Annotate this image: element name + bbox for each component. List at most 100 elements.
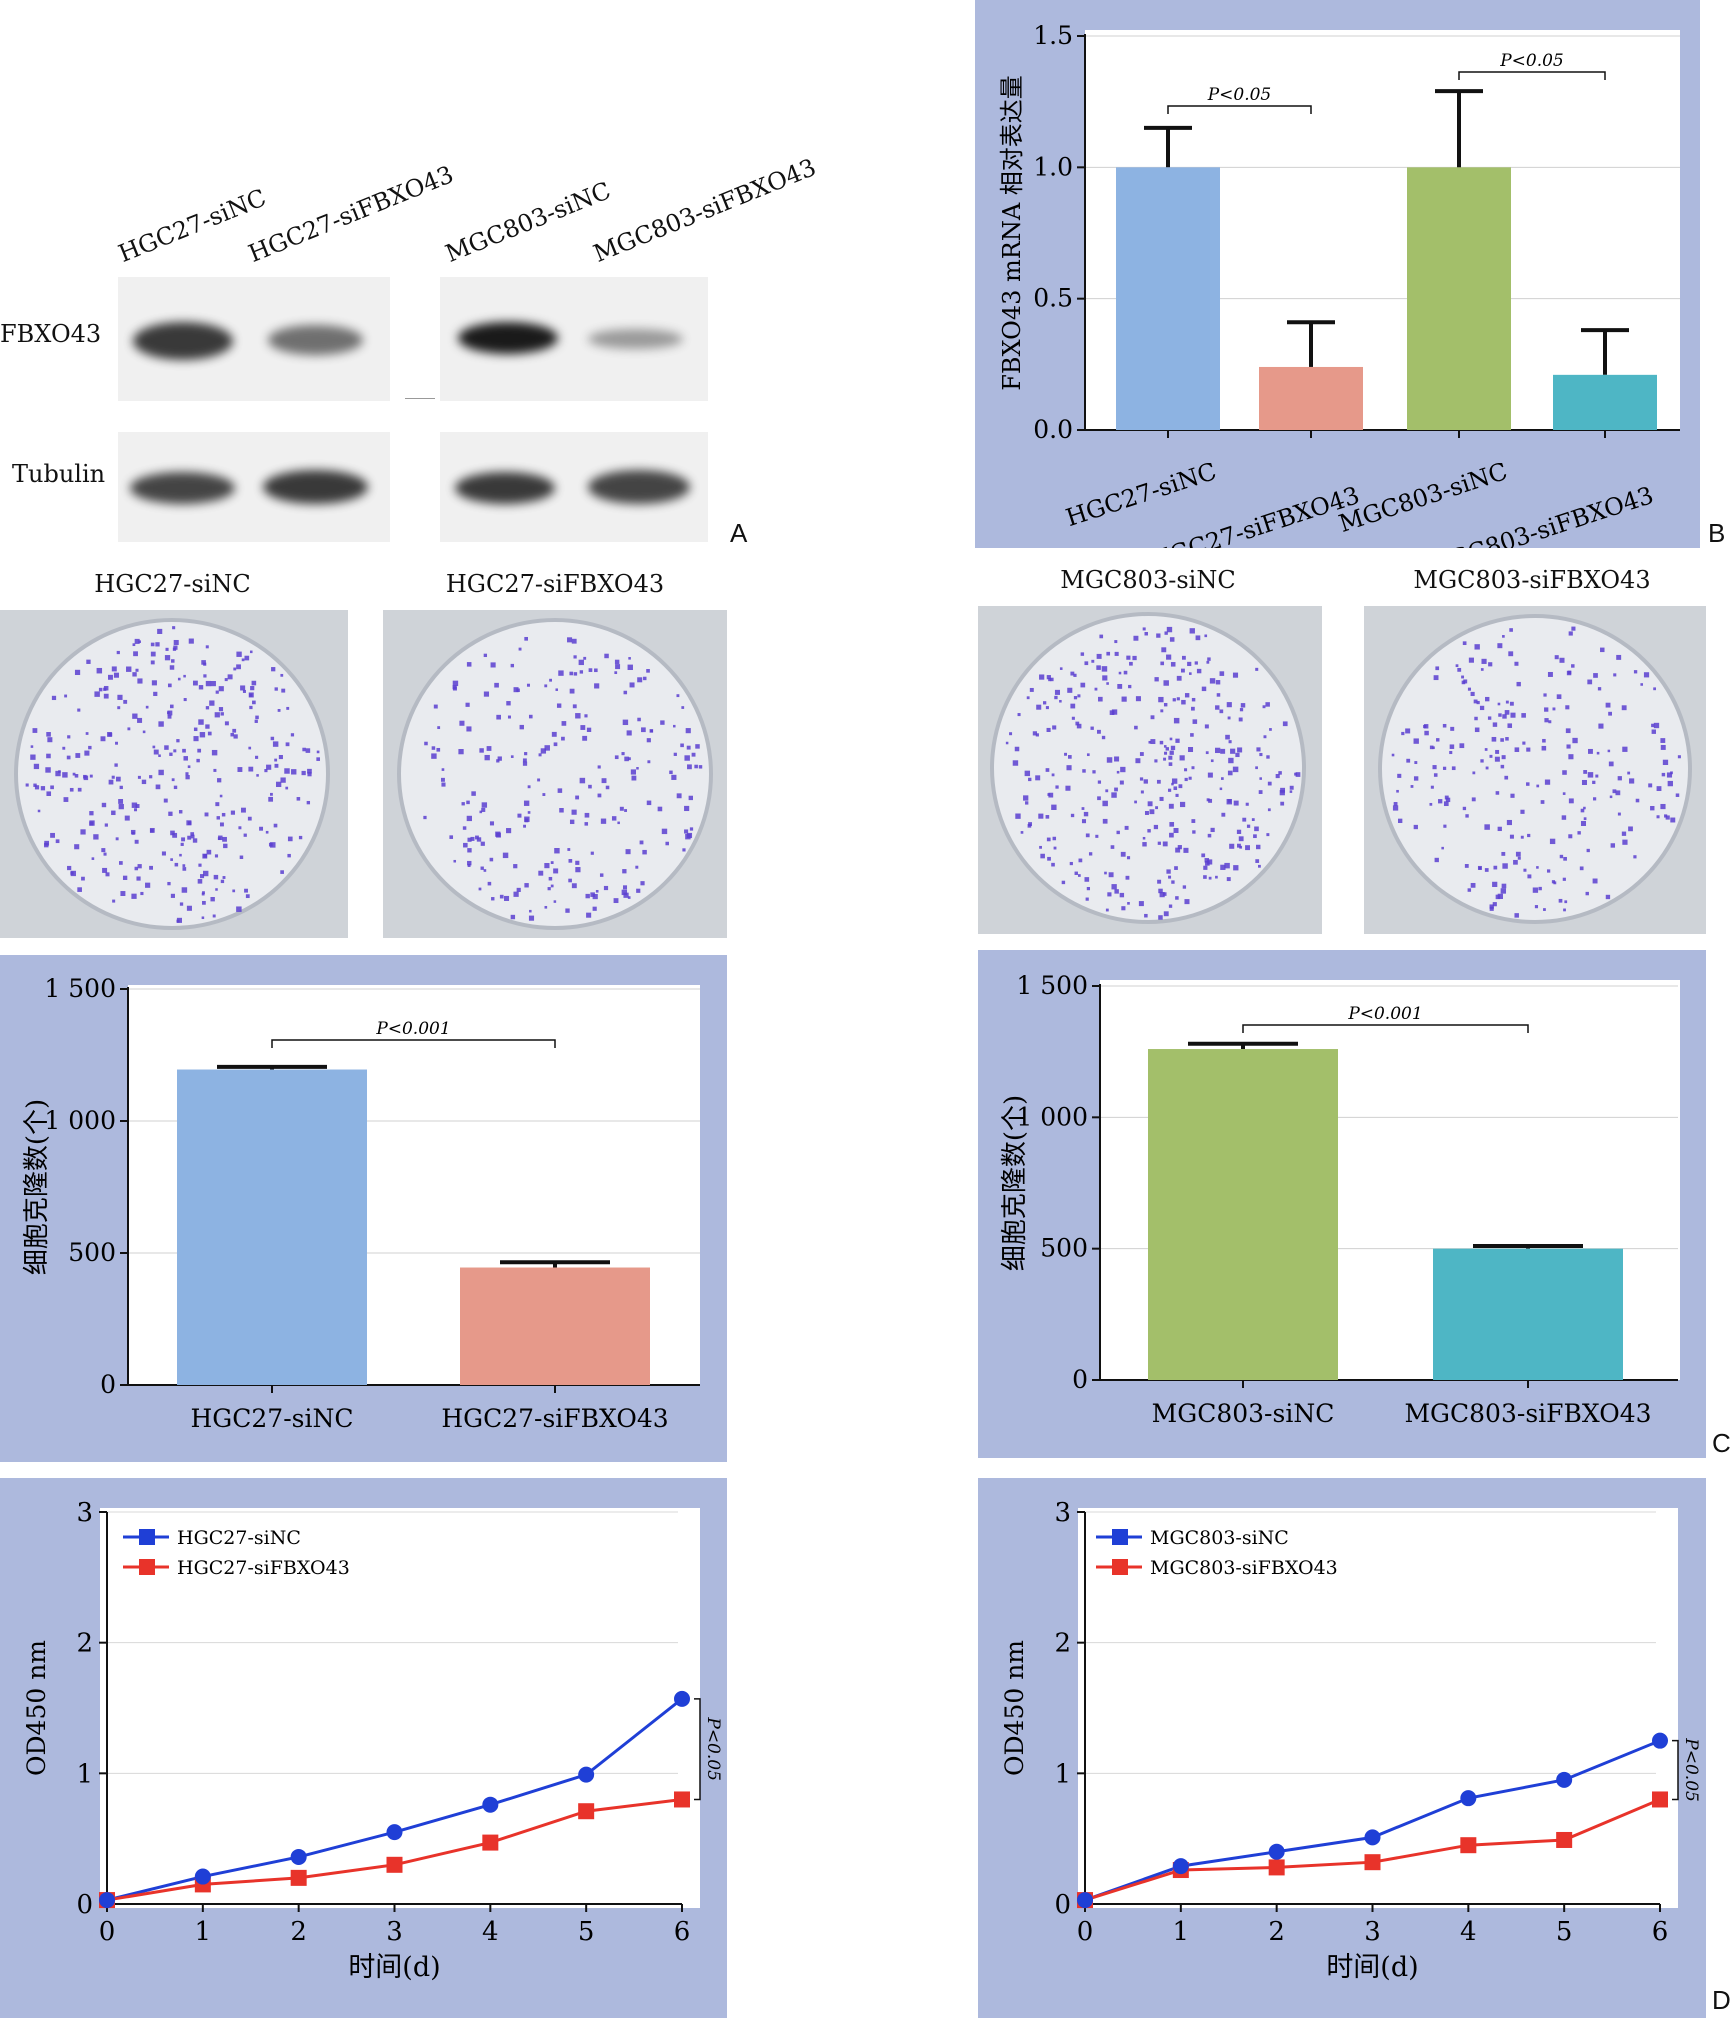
x-tick-label: 6 <box>1652 1917 1669 1947</box>
colony <box>1435 666 1440 671</box>
panel-d-left-chart: 0 1 2 3 0 1 2 3 4 5 6 HGC27-siNC HGC27-siFBXO43 P<0.0… <box>22 1498 723 1983</box>
colony <box>649 729 654 733</box>
colony <box>1232 672 1239 678</box>
colony <box>510 914 516 920</box>
data-point <box>1364 1829 1381 1846</box>
colony <box>1045 768 1050 772</box>
colony <box>1014 746 1020 752</box>
colony <box>136 876 141 881</box>
colony <box>1090 726 1094 730</box>
colony <box>689 827 694 831</box>
colony <box>1629 778 1635 784</box>
colony <box>1139 752 1144 756</box>
colony <box>1128 684 1132 689</box>
dish-photo <box>383 610 727 938</box>
colony <box>1493 865 1498 870</box>
colony <box>230 732 234 737</box>
colony <box>479 810 483 814</box>
colony <box>1432 765 1437 770</box>
colony <box>118 803 124 810</box>
colony <box>1546 869 1551 873</box>
colony <box>66 755 71 760</box>
colony <box>647 760 651 764</box>
colony <box>249 705 253 710</box>
colony <box>1191 697 1196 702</box>
colony <box>1583 817 1587 821</box>
colony <box>1500 764 1505 769</box>
colony <box>588 784 592 789</box>
colony <box>506 828 512 834</box>
colony <box>1153 824 1159 830</box>
colony <box>1566 744 1571 749</box>
colony <box>281 688 286 693</box>
colony <box>1494 756 1500 762</box>
x-tick-label: 5 <box>1556 1917 1573 1947</box>
colony <box>173 639 179 646</box>
x-tick-label: 4 <box>482 1917 499 1947</box>
colony <box>240 685 246 691</box>
colony <box>510 755 514 758</box>
colony <box>1179 801 1186 808</box>
colony <box>1450 726 1455 731</box>
colony <box>1489 904 1494 909</box>
p-value-label: P<0.05 <box>703 1716 723 1781</box>
colony <box>1114 756 1120 762</box>
colony <box>141 779 147 785</box>
colony <box>1536 866 1539 869</box>
panel-c-left-chart: 0 500 1 000 1 500 HGC27-siNC HGC27-siFBXO43 P<… <box>22 974 700 1433</box>
colony <box>1045 815 1050 819</box>
band <box>263 470 368 504</box>
colony <box>1558 898 1563 903</box>
colony <box>452 680 459 687</box>
colony <box>115 837 119 841</box>
band <box>458 322 558 354</box>
colony <box>1497 702 1501 706</box>
colony <box>1255 667 1259 671</box>
colony <box>173 785 178 790</box>
colony <box>496 759 500 763</box>
colony <box>496 714 501 720</box>
colony <box>198 719 204 725</box>
data-point <box>674 1690 690 1707</box>
colony <box>183 756 188 761</box>
bar <box>1407 167 1511 431</box>
colony <box>1175 738 1180 743</box>
colony <box>244 888 248 893</box>
colony <box>1067 687 1073 693</box>
colony <box>1114 651 1119 656</box>
data-point <box>674 1791 690 1808</box>
colony <box>1227 716 1231 720</box>
y-tick-label: 0.5 <box>1033 284 1073 313</box>
colony <box>1246 824 1251 828</box>
colony <box>1164 631 1168 635</box>
colony <box>219 794 223 798</box>
colony <box>164 655 171 661</box>
culture-dish <box>1378 614 1692 924</box>
colony <box>1444 795 1449 800</box>
colony <box>1240 703 1246 708</box>
colony <box>665 841 669 846</box>
colony <box>1443 801 1449 807</box>
colony <box>467 860 472 866</box>
colony <box>1095 834 1099 838</box>
colony <box>112 899 116 903</box>
colony <box>1505 737 1509 741</box>
colony <box>151 680 157 686</box>
colony <box>1134 800 1137 804</box>
colony <box>1617 812 1621 816</box>
colony <box>316 750 320 754</box>
colony <box>1017 713 1021 717</box>
colony <box>1024 770 1031 777</box>
colony <box>1588 748 1593 754</box>
colony <box>1065 785 1071 791</box>
colony <box>1651 723 1655 728</box>
colony <box>1158 888 1163 894</box>
colony <box>1012 760 1019 766</box>
dish-photo <box>0 610 348 938</box>
colony <box>630 769 637 775</box>
colony <box>1142 842 1147 847</box>
colony <box>643 676 647 681</box>
colony <box>224 721 229 726</box>
colony <box>34 785 40 790</box>
colony <box>540 748 547 754</box>
